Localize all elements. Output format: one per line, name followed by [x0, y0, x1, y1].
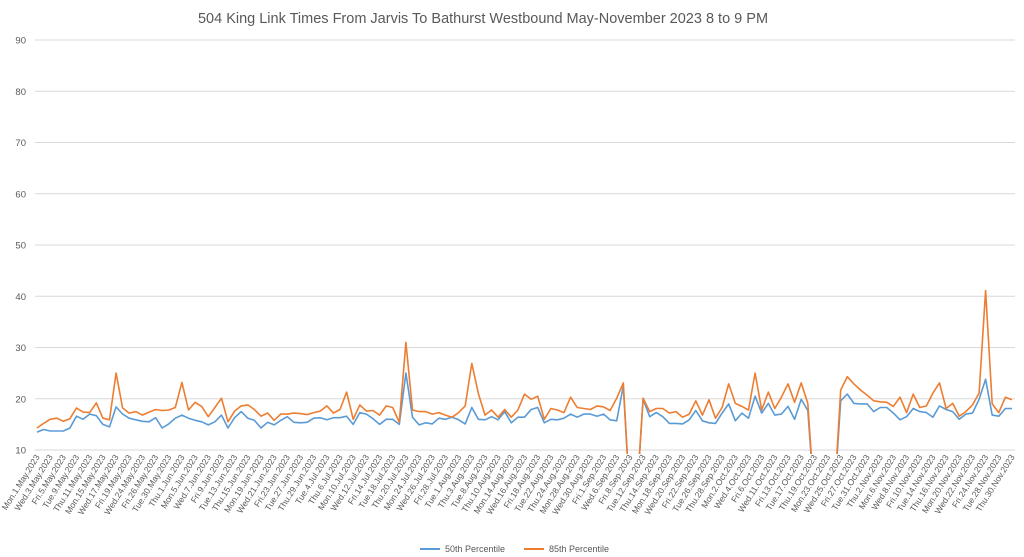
series-points-0: [36, 373, 1013, 433]
y-tick-label: 90: [15, 36, 26, 47]
chart-title: 504 King Link Times From Jarvis To Bathu…: [198, 11, 768, 27]
series-line-85th-percentile: [36, 289, 1013, 454]
y-tick-label: 80: [15, 87, 26, 98]
y-tick-label: 30: [15, 343, 26, 354]
y-tick-label: 70: [15, 138, 26, 149]
x-axis-ticks: Mon.1.May.2023Wed.3.May.2023Fri.5.May.20…: [0, 453, 1017, 517]
y-tick-label: 20: [15, 394, 26, 405]
y-tick-label: 50: [15, 241, 26, 252]
series-lines: [36, 289, 1013, 454]
y-tick-label: 60: [15, 189, 26, 200]
gridlines: [35, 39, 1015, 451]
y-axis-ticks: 10 20 30 40 50 60 70 80 90: [15, 36, 26, 457]
legend-label-50th: 50th Percentile: [445, 544, 505, 554]
y-tick-label: 10: [15, 446, 26, 457]
series-points-1: [36, 290, 1013, 428]
legend: 50th Percentile 85th Percentile: [420, 544, 609, 554]
legend-label-85th: 85th Percentile: [549, 544, 609, 554]
y-tick-label: 40: [15, 292, 26, 303]
